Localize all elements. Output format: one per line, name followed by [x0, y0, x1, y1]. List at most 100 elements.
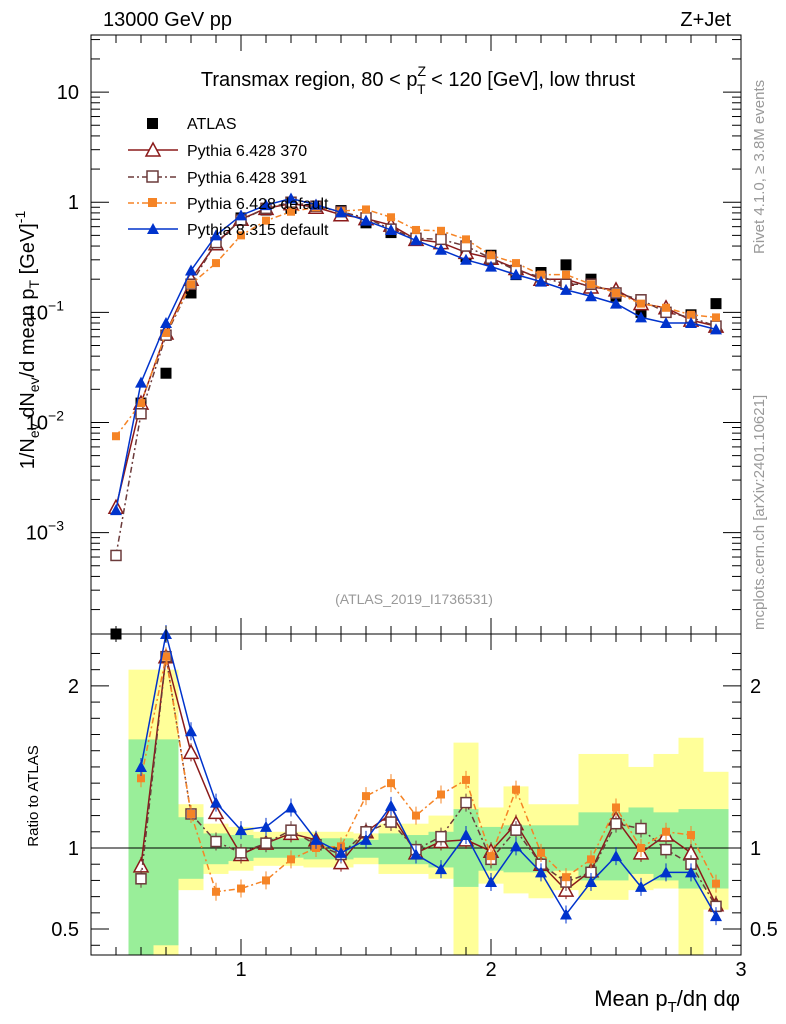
- point-pythia-6-428-default-23: [687, 310, 695, 319]
- mcplots-label: mcplots.cern.ch [arXiv:2401.10621]: [751, 395, 768, 630]
- series-atlas: [110, 201, 722, 640]
- main-plot-series: [107, 192, 725, 640]
- legend-label-p370: Pythia 6.428 370: [187, 143, 307, 160]
- ratio-point-pythia-8-315-default-7: [310, 833, 322, 845]
- point-pythia-8-315-default-19: [585, 290, 597, 302]
- ratio-point-pythia-8-315-default-20: [635, 880, 647, 892]
- point-pythia-8-315-default-8: [310, 198, 322, 210]
- point-pythia-8-315-default-4: [210, 229, 222, 241]
- point-pythia-8-315-default-22: [660, 317, 672, 329]
- ratio-point-pythia-6-428-default-21: [662, 827, 670, 836]
- ratio-point-pythia-6-428-default-0: [137, 774, 145, 783]
- point-atlas-3: [185, 287, 197, 299]
- ratio-point-pythia-6-428-391-10: [385, 816, 397, 828]
- band-green-1: [153, 739, 179, 946]
- main-ytick-exp: −2: [48, 407, 64, 423]
- ratio-point-pythia-6-428-default-10: [387, 779, 395, 788]
- legend-label-p8: Pythia 8.315 default: [187, 222, 329, 239]
- point-pythia-6-428-default-18: [562, 270, 570, 279]
- ratio-point-pythia-6-428-default-18: [587, 855, 595, 864]
- legend-entry-pdef: Pythia 6.428 default: [128, 196, 329, 213]
- legend-marker-p391: [146, 170, 159, 183]
- series-pythia-8-315-default: [110, 192, 722, 516]
- ratio-point-pythia-6-428-default-2: [187, 809, 195, 818]
- point-atlas-2: [160, 367, 172, 379]
- point-pythia-8-315-default-11: [385, 223, 397, 235]
- point-pythia-8-315-default-23: [685, 317, 697, 329]
- ratio-point-pythia-6-428-default-11: [412, 811, 420, 820]
- ratio-ytick-label-left: 0.5: [51, 919, 79, 941]
- ratio-ytick-label-right: 2: [750, 676, 761, 698]
- main-ytick-label: 1: [68, 192, 79, 214]
- point-pythia-6-428-default-13: [437, 226, 445, 235]
- point-pythia-6-428-default-24: [712, 313, 720, 322]
- point-pythia-6-428-default-19: [587, 280, 595, 289]
- point-pythia-6-428-default-16: [512, 259, 520, 268]
- ratio-point-pythia-6-428-391-6: [285, 824, 297, 836]
- point-pythia-8-315-default-15: [485, 260, 497, 272]
- point-pythia-6-428-default-22: [662, 303, 670, 312]
- point-pythia-6-428-default-12: [412, 225, 420, 234]
- point-pythia-8-315-default-10: [360, 214, 372, 226]
- ratio-point-pythia-6-428-391-13: [460, 796, 472, 809]
- point-pythia-6-428-default-6: [262, 216, 270, 225]
- series-pythia-6-428-391: [110, 196, 722, 562]
- point-pythia-8-315-default-16: [510, 268, 522, 280]
- legend-entry-atlas: ATLAS: [147, 116, 237, 133]
- ratio-point-pythia-6-428-391-5: [260, 837, 272, 849]
- legend-label-p391: Pythia 6.428 391: [187, 170, 307, 187]
- point-pythia-8-315-default-13: [435, 243, 447, 255]
- point-pythia-6-428-default-5: [237, 231, 245, 240]
- ratio-point-pythia-6-428-default-14: [487, 852, 495, 861]
- ratio-point-pythia-6-428-391-21: [660, 843, 672, 856]
- ratio-point-pythia-8-315-default-11: [410, 848, 422, 860]
- point-pythia-6-428-default-1: [137, 399, 145, 408]
- point-pythia-8-315-default-17: [535, 275, 547, 287]
- ratio-point-pythia-8-315-default-15: [510, 840, 522, 852]
- ratio-point-pythia-6-428-default-22: [687, 831, 695, 840]
- point-pythia-8-315-default-24: [710, 323, 722, 335]
- point-pythia-8-315-default-21: [635, 311, 647, 323]
- point-pythia-6-428-391-0: [110, 549, 122, 562]
- ratio-point-pythia-8-315-default-8: [335, 846, 347, 858]
- band-green-10: [378, 833, 404, 865]
- x-axis-title: Mean pT/dη dφ: [594, 986, 740, 1016]
- ratio-ytick-label-right: 0.5: [750, 919, 778, 941]
- ratio-point-pythia-6-428-391-12: [435, 830, 447, 843]
- point-pythia-6-428-default-17: [537, 270, 545, 279]
- point-pythia-6-428-default-7: [287, 207, 295, 216]
- point-pythia-6-428-default-20: [612, 288, 620, 297]
- ratio-point-pythia-6-428-default-15: [512, 785, 520, 794]
- main-ytick-exp: −1: [48, 297, 64, 313]
- ratio-ytick-label-right: 1: [750, 838, 761, 860]
- ratio-point-pythia-8-315-default-23: [710, 910, 722, 922]
- point-pythia-6-428-default-3: [187, 280, 195, 289]
- ratio-point-pythia-8-315-default-3: [210, 796, 222, 808]
- point-pythia-8-315-default-12: [410, 234, 422, 246]
- legend-entry-p391: Pythia 6.428 391: [128, 170, 307, 187]
- header-energy-label: 13000 GeV pp: [103, 9, 232, 31]
- line-pythia-6-428-391: [115, 201, 717, 556]
- ratio-point-pythia-6-428-default-12: [437, 790, 445, 799]
- ratio-point-pythia-6-428-391-4: [235, 847, 247, 859]
- ratio-point-pythia-6-428-391-19: [610, 817, 622, 830]
- point-pythia-8-315-default-0: [110, 504, 122, 516]
- svg-text:1/Nev dNev/d mean pT [GeV]-1: 1/Nev dNev/d mean pT [GeV]-1: [12, 211, 42, 470]
- plot-title: Transmax region, 80 < pZ T < 120 [GeV], l…: [201, 63, 636, 97]
- point-pythia-6-428-default-4: [212, 259, 220, 268]
- point-pythia-8-315-default-9: [335, 206, 347, 218]
- point-pythia-6-428-default-11: [387, 213, 395, 222]
- point-pythia-6-428-391-13: [435, 233, 447, 246]
- ratio-point-pythia-6-428-370-2: [182, 743, 200, 760]
- legend-marker-p8: [147, 223, 159, 234]
- analysis-watermark: (ATLAS_2019_I1736531): [335, 591, 493, 607]
- ratio-point-pythia-8-315-default-21: [660, 866, 672, 878]
- ratio-ytick-label-left: 1: [68, 838, 79, 860]
- point-pythia-6-428-default-14: [462, 235, 470, 244]
- ratio-point-pythia-6-428-default-3: [212, 887, 220, 896]
- ratio-point-pythia-6-428-default-20: [637, 844, 645, 852]
- ratio-point-pythia-6-428-default-23: [712, 879, 720, 888]
- ratio-point-pythia-8-315-default-14: [485, 876, 497, 888]
- point-pythia-8-315-default-1: [135, 376, 147, 388]
